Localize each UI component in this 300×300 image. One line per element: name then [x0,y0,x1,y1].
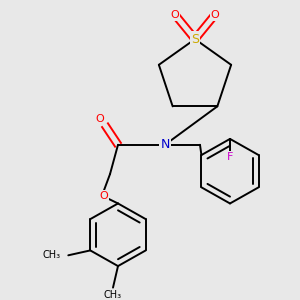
Text: CH₃: CH₃ [104,290,122,300]
Text: F: F [227,152,233,163]
Text: O: O [96,114,104,124]
Text: O: O [211,10,219,20]
Text: O: O [171,10,179,20]
Text: O: O [100,190,108,201]
Text: CH₃: CH₃ [42,250,60,260]
Text: S: S [191,33,199,46]
Text: N: N [160,138,170,151]
